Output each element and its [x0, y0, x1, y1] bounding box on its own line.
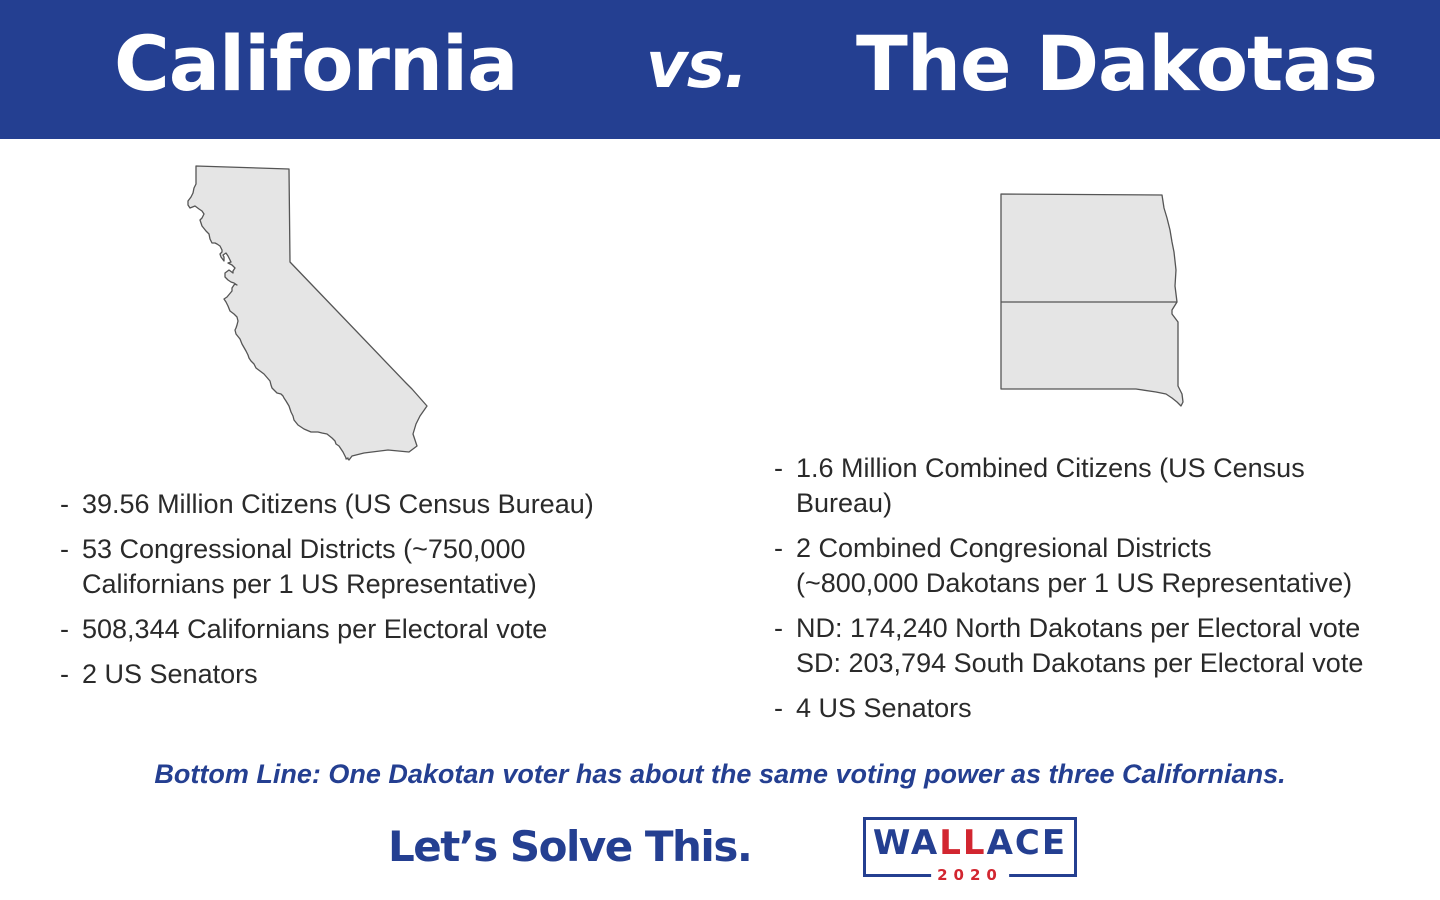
- header-banner: California vs. The Dakotas: [0, 0, 1440, 139]
- wallace-2020-logo: WALLACE 2020: [863, 817, 1077, 883]
- dakotas-fact-districts: - 2 Combined Congresional Districts (~80…: [774, 533, 1353, 598]
- dakotas-outline-icon: [996, 190, 1186, 410]
- california-fact-population: - 39.56 Million Citizens (US Census Bure…: [60, 489, 594, 519]
- left-title: California: [114, 19, 518, 108]
- logo-name: WALLACE: [872, 823, 1068, 863]
- versus-label: vs.: [646, 29, 748, 103]
- bottom-line-statement: Bottom Line: One Dakotan voter has about…: [154, 759, 1286, 789]
- california-fact-electoral: - 508,344 Californians per Electoral vot…: [60, 614, 548, 644]
- california-outline-icon: [180, 162, 440, 462]
- dakotas-fact-electoral: - ND: 174,240 North Dakotans per Elector…: [774, 613, 1364, 678]
- dakotas-fact-senators: - 4 US Senators: [774, 693, 972, 723]
- california-fact-districts: - 53 Congressional Districts (~750,000 C…: [60, 534, 537, 599]
- logo-year: 2020: [931, 868, 1009, 883]
- california-facts-list: - 39.56 Million Citizens (US Census Bure…: [60, 487, 700, 702]
- dakotas-fact-population: - 1.6 Million Combined Citizens (US Cens…: [774, 453, 1305, 518]
- right-title: The Dakotas: [856, 19, 1378, 108]
- dakotas-facts-list: - 1.6 Million Combined Citizens (US Cens…: [774, 451, 1438, 736]
- california-fact-senators: - 2 US Senators: [60, 659, 258, 689]
- tagline: Let’s Solve This.: [388, 822, 753, 871]
